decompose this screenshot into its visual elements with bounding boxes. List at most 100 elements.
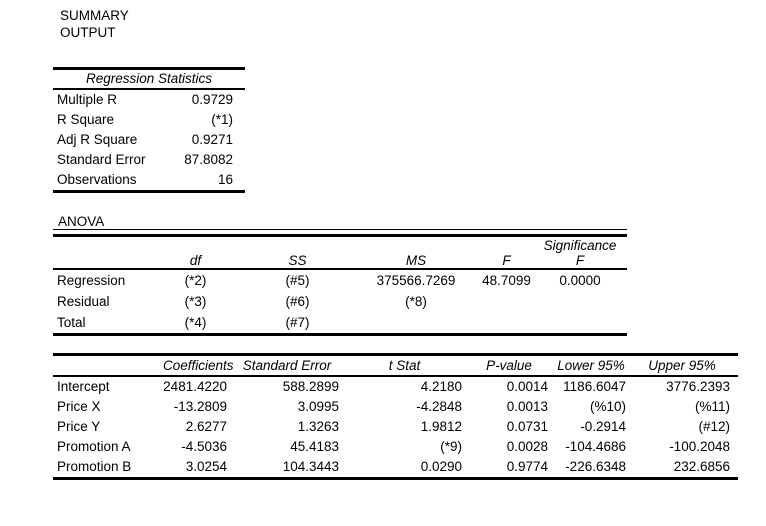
anova-cell-ss: (#7) <box>285 315 310 330</box>
regression-statistics-table: Regression Statistics Multiple R 0.9729 … <box>53 67 245 193</box>
stat-value: (*1) <box>211 112 233 127</box>
coef-cell-p-value: 0.0013 <box>506 399 548 414</box>
coef-cell-upper-95: 3776.2393 <box>666 379 730 394</box>
table-row: Total (*4) (#7) <box>53 312 627 335</box>
anova-cell-ms: (*8) <box>405 294 427 309</box>
coef-header-lower-95: Lower 95% <box>556 354 634 377</box>
stat-label: Observations <box>57 172 137 187</box>
summary-output-line2: OUTPUT <box>60 25 116 40</box>
coef-row-label: Intercept <box>57 379 110 394</box>
stat-value: 0.9271 <box>191 132 233 147</box>
coef-header-coefficients: Coefficients <box>163 354 235 377</box>
coef-cell-upper-95: 232.6856 <box>673 459 730 474</box>
coef-cell-t-stat: 0.0290 <box>420 459 462 474</box>
anova-heading-label: ANOVA <box>58 214 105 229</box>
coef-row-label: Price Y <box>57 419 101 434</box>
table-row: Intercept 2481.4220 588.2899 4.2180 0.00… <box>53 376 738 397</box>
anova-header-f: F <box>480 254 533 270</box>
anova-header-ss: SS <box>243 254 352 270</box>
anova-table: Significance df SS MS F F Regression (*2… <box>53 234 627 336</box>
coef-cell-coefficients: -4.5036 <box>181 439 227 454</box>
anova-cell-sig-f: 0.0000 <box>559 273 601 288</box>
coef-row-label: Promotion A <box>57 439 131 454</box>
table-row: Price Y 2.6277 1.3263 1.9812 0.0731 -0.2… <box>53 417 738 437</box>
table-row: Observations 16 <box>53 170 245 192</box>
table-row: Promotion B 3.0254 104.3443 0.0290 0.977… <box>53 457 738 479</box>
stat-value: 0.9729 <box>191 92 233 107</box>
anova-cell-ss: (#5) <box>285 273 310 288</box>
table-row: R Square (*1) <box>53 110 245 130</box>
anova-header-sig-f: F <box>533 254 627 270</box>
coef-cell-standard-error: 1.3263 <box>297 419 339 434</box>
anova-cell-df: (*4) <box>184 315 207 330</box>
anova-header-df: df <box>148 254 243 270</box>
anova-cell-sig-f <box>533 312 627 335</box>
coef-cell-upper-95: (#12) <box>698 419 730 434</box>
table-row: Standard Error 87.8082 <box>53 150 245 170</box>
coef-cell-lower-95: -104.4686 <box>565 439 626 454</box>
table-row: Adj R Square 0.9271 <box>53 130 245 150</box>
table-row: Regression (*2) (#5) 375566.7269 48.7099… <box>53 269 627 291</box>
anova-heading: ANOVA <box>53 214 627 230</box>
anova-significance-row: Significance <box>53 236 627 255</box>
regression-statistics-title: Regression Statistics <box>53 68 245 90</box>
anova-cell-ms <box>352 312 480 335</box>
anova-header-row: df SS MS F F <box>53 254 627 270</box>
coef-header-t-stat: t Stat <box>347 354 470 377</box>
coef-header-standard-error: Standard Error <box>235 354 347 377</box>
summary-output-line1: SUMMARY <box>60 8 129 23</box>
anova-cell-ss: (#6) <box>285 294 310 309</box>
coef-cell-p-value: 0.0731 <box>506 419 548 434</box>
stat-label: Adj R Square <box>57 132 138 147</box>
anova-cell-df: (*2) <box>184 273 207 288</box>
anova-cell-f <box>480 291 533 312</box>
stat-label: R Square <box>57 112 115 127</box>
coef-header-p-value: P-value <box>470 354 556 377</box>
stat-label: Standard Error <box>57 152 146 167</box>
coef-cell-coefficients: 3.0254 <box>185 459 227 474</box>
regression-statistics-title-row: Regression Statistics <box>53 68 245 90</box>
coef-cell-t-stat: -4.2848 <box>416 399 462 414</box>
anova-header-significance: Significance <box>543 238 617 253</box>
summary-output-heading: SUMMARY OUTPUT <box>60 7 129 41</box>
coef-cell-lower-95: (%10) <box>589 399 626 414</box>
anova-cell-f: 48.7099 <box>482 273 531 288</box>
coef-cell-lower-95: 1186.6047 <box>563 379 626 394</box>
coef-cell-coefficients: -13.2809 <box>173 399 227 414</box>
coefficients-header-row: Coefficients Standard Error t Stat P-val… <box>53 354 738 377</box>
coef-cell-lower-95: -0.2914 <box>580 419 626 434</box>
coef-cell-lower-95: -226.6348 <box>565 459 626 474</box>
coef-cell-coefficients: 2.6277 <box>185 419 227 434</box>
coef-header-upper-95: Upper 95% <box>634 354 738 377</box>
table-row: Promotion A -4.5036 45.4183 (*9) 0.0028 … <box>53 437 738 457</box>
coef-row-label: Price X <box>57 399 101 414</box>
anova-cell-f <box>480 312 533 335</box>
coef-cell-p-value: 0.0028 <box>506 439 548 454</box>
coef-header-blank <box>53 354 163 377</box>
table-row: Multiple R 0.9729 <box>53 89 245 110</box>
coef-cell-standard-error: 45.4183 <box>290 439 339 454</box>
coef-cell-t-stat: 1.9812 <box>420 419 462 434</box>
stat-value: 87.8082 <box>184 152 233 167</box>
anova-row-label: Residual <box>57 294 110 309</box>
coefficients-table: Coefficients Standard Error t Stat P-val… <box>53 353 738 480</box>
anova-row-label: Regression <box>57 273 126 288</box>
coef-cell-standard-error: 104.3443 <box>282 459 339 474</box>
coef-cell-upper-95: -100.2048 <box>669 439 730 454</box>
anova-cell-df: (*3) <box>184 294 207 309</box>
coef-cell-p-value: 0.9774 <box>506 459 548 474</box>
stat-value: 16 <box>217 172 233 187</box>
table-row: Price X -13.2809 3.0995 -4.2848 0.0013 (… <box>53 397 738 417</box>
anova-section: ANOVA Significance df SS <box>53 214 627 336</box>
coef-cell-standard-error: 3.0995 <box>297 399 339 414</box>
stat-label: Multiple R <box>57 92 118 107</box>
coef-row-label: Promotion B <box>57 459 132 474</box>
anova-header-ms: MS <box>352 254 480 270</box>
table-row: Residual (*3) (#6) (*8) <box>53 291 627 312</box>
coef-cell-t-stat: 4.2180 <box>420 379 462 394</box>
coef-cell-upper-95: (%11) <box>694 399 730 414</box>
coef-cell-coefficients: 2481.4220 <box>163 379 227 394</box>
coef-cell-p-value: 0.0014 <box>506 379 548 394</box>
anova-cell-ms: 375566.7269 <box>376 273 456 288</box>
